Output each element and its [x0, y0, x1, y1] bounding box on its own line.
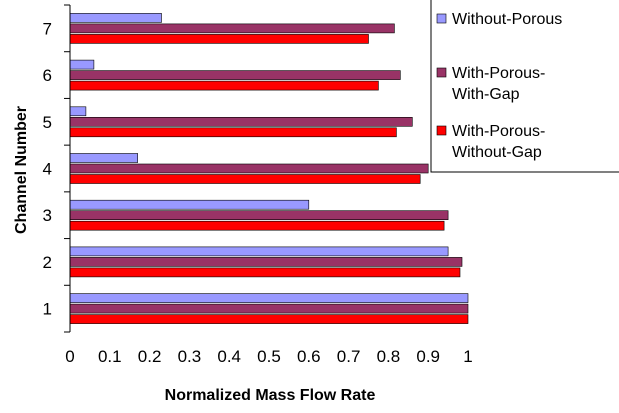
y-tick-label: 2 [43, 253, 52, 272]
bar-channel-5-series-3 [69, 127, 397, 138]
y-tick-label: 1 [43, 300, 52, 319]
bar-channel-7-series-2 [69, 23, 395, 34]
x-tick-label: 0.2 [138, 347, 162, 366]
bar-channel-1-series-3 [69, 314, 469, 324]
bar-channel-1-series-2 [69, 303, 469, 314]
legend-label: Without-Gap [452, 144, 542, 161]
y-tick-label: 6 [43, 66, 52, 85]
legend-label: With-Porous- [452, 123, 545, 140]
x-tick-label: 0.4 [217, 347, 241, 366]
legend-swatch [436, 67, 447, 78]
bar-channel-2-series-3 [69, 267, 461, 278]
x-tick-label: 0 [65, 347, 74, 366]
bar-channel-4-series-2 [69, 163, 429, 174]
bar-channel-6-series-2 [69, 70, 401, 80]
legend-label: Without-Porous [452, 11, 562, 28]
legend-box [430, 0, 619, 173]
legend-swatch [436, 13, 447, 24]
x-tick-label: 0.7 [337, 347, 361, 366]
bar-channel-2-series-1 [69, 246, 449, 257]
x-tick-label: 0.1 [98, 347, 122, 366]
legend-swatch [436, 125, 447, 136]
bar-channel-3-series-1 [69, 199, 310, 210]
bar-channel-4-series-3 [69, 174, 421, 184]
x-tick-label: 0.9 [416, 347, 440, 366]
legend: Without-Porous With-Porous- With-Gap With-P… [430, 0, 619, 173]
bar-channel-2-series-2 [69, 257, 463, 267]
bar-channel-6-series-3 [69, 80, 379, 91]
bar-channel-4-series-1 [69, 153, 138, 163]
x-tick-label: 0.6 [297, 347, 321, 366]
bar-channel-5-series-2 [69, 117, 413, 127]
y-tick-label: 7 [43, 19, 52, 38]
bar-channel-7-series-1 [69, 13, 162, 23]
x-axis-title: Normalized Mass Flow Rate [165, 387, 376, 404]
bar-channel-7-series-3 [69, 34, 369, 44]
y-tick-label: 5 [43, 113, 52, 132]
axes [64, 4, 71, 333]
legend-label: With-Porous- [452, 65, 545, 82]
bar-channel-1-series-1 [69, 293, 469, 303]
x-tick-label: 0.3 [178, 347, 202, 366]
y-tick-label: 3 [43, 206, 52, 225]
x-tick-labels: 0 0.1 0.2 0.3 0.4 0.5 0.6 0.7 0.8 0.9 1 [65, 347, 472, 366]
bar-channel-3-series-2 [69, 210, 449, 220]
bar-channel-6-series-1 [69, 59, 95, 70]
y-axis-title: Channel Number [13, 106, 30, 234]
bar-group [69, 13, 469, 324]
y-tick-labels: 1 2 3 4 5 6 7 [43, 19, 52, 318]
y-tick-label: 4 [43, 160, 52, 179]
x-tick-label: 1 [463, 347, 472, 366]
x-tick-label: 0.8 [377, 347, 401, 366]
x-tick-label: 0.5 [257, 347, 281, 366]
bar-channel-3-series-3 [69, 220, 445, 231]
legend-label: With-Gap [452, 86, 520, 103]
bar-channel-5-series-1 [69, 106, 87, 117]
